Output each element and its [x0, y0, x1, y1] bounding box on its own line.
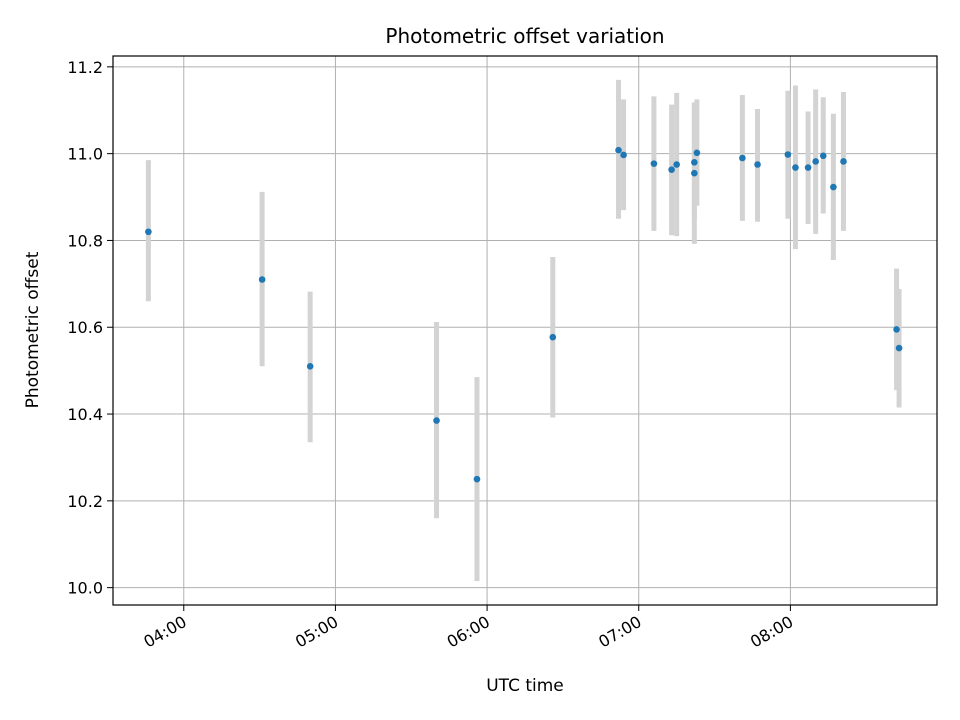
data-point — [306, 363, 314, 370]
data-point — [895, 344, 903, 352]
data-point — [145, 228, 152, 236]
data-point — [620, 151, 627, 159]
data-point — [804, 164, 812, 171]
data-point — [784, 151, 792, 158]
y-tick-label: 11.0 — [67, 145, 103, 164]
data-point — [615, 146, 622, 154]
plot-frame — [112, 55, 938, 606]
data-point — [812, 158, 819, 165]
y-tick-label: 11.2 — [67, 58, 103, 77]
data-point — [258, 276, 266, 283]
data-point — [739, 154, 746, 162]
data-point — [549, 333, 557, 341]
data-point — [433, 417, 440, 424]
data-point — [693, 149, 701, 157]
y-tick-label: 10.2 — [67, 492, 103, 511]
y-tick-label: 10.8 — [67, 231, 103, 250]
data-point — [819, 152, 827, 160]
data-point — [473, 475, 481, 483]
data-point — [691, 159, 698, 166]
y-tick-label: 10.4 — [67, 405, 103, 424]
data-point — [792, 164, 799, 171]
data-point — [650, 160, 658, 167]
data-point — [673, 161, 680, 168]
data-point — [893, 326, 900, 333]
x-axis-label: UTC time — [486, 676, 564, 696]
data-point — [840, 158, 847, 165]
data-point — [668, 166, 675, 174]
data-point — [754, 161, 761, 168]
grid — [113, 56, 937, 605]
y-axis: 10.0 10.2 10.4 10.6 10.8 11.0 11.2 — [67, 58, 113, 598]
data-point — [830, 183, 837, 191]
y-tick-label: 10.6 — [67, 318, 103, 337]
data-points — [145, 146, 903, 483]
y-tick-label: 10.0 — [67, 579, 103, 598]
y-axis-label: Photometric offset — [23, 251, 43, 408]
data-point — [691, 169, 698, 177]
chart-title: Photometric offset variation — [385, 24, 664, 48]
